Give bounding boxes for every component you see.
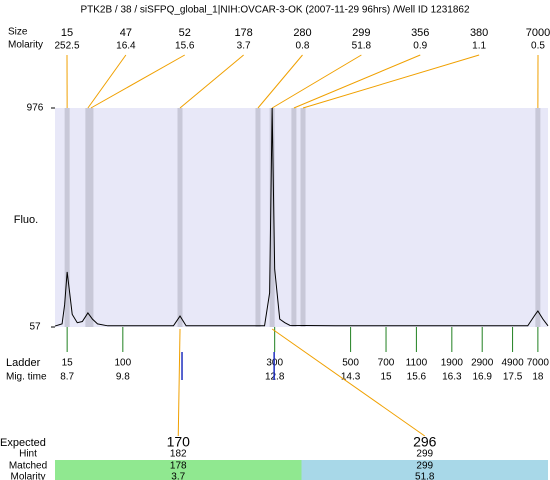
ladder-mig-time: 18 — [532, 372, 544, 383]
ladder-size: 2900 — [471, 358, 494, 369]
y-axis-label: Fluo. — [14, 214, 38, 226]
peak-molarity: 0.5 — [531, 41, 545, 52]
peak-band — [64, 108, 70, 327]
peak-molarity: 0.8 — [296, 41, 310, 52]
peak-size: 7000 — [526, 27, 550, 39]
expected-value: 170 — [167, 434, 191, 450]
peak-band — [535, 108, 541, 327]
ladder-size: 1100 — [406, 358, 428, 369]
peak-size: 15 — [61, 27, 73, 39]
matched-label: Matched — [9, 461, 47, 472]
expected-connector — [177, 328, 181, 437]
expected-value: 296 — [413, 434, 437, 450]
peak-molarity: 0.9 — [413, 41, 427, 52]
ladder-mig-time: 8.7 — [60, 372, 74, 383]
matched-value: 178 — [170, 461, 187, 472]
ladder-size: 7000 — [527, 358, 550, 369]
peak-molarity: 1.1 — [472, 41, 486, 52]
ladder-label: Ladder — [6, 357, 41, 369]
ladder-size: 100 — [114, 358, 131, 369]
hint-label: Hint — [19, 449, 37, 460]
ladder-mig-time: 9.8 — [116, 372, 130, 383]
expected-connector — [271, 328, 426, 437]
chart-title: PTK2B / 38 / siSFPQ_global_1|NIH:OVCAR-3… — [80, 5, 470, 16]
peak-molarity: 3.7 — [237, 41, 251, 52]
peak-connector — [87, 54, 127, 109]
matched-bar — [301, 460, 548, 480]
peak-band — [300, 108, 306, 327]
y-tick-label: 57 — [29, 322, 41, 333]
ladder-size: 700 — [378, 358, 395, 369]
peak-connector — [90, 54, 185, 109]
matched-value: 299 — [416, 461, 433, 472]
hint-value: 299 — [416, 449, 433, 460]
ladder-mig-time: 14.3 — [341, 372, 361, 383]
trace — [54, 107, 549, 327]
molarity-label: Molarity — [10, 472, 45, 480]
peak-size: 52 — [179, 27, 191, 39]
peak-connector — [179, 54, 244, 109]
peak-size: 380 — [470, 27, 488, 39]
peak-molarity: 51.8 — [352, 41, 372, 52]
ladder-size: 1900 — [441, 358, 464, 369]
peak-band — [88, 108, 94, 327]
peak-connector — [293, 54, 421, 109]
expected-label: Expected — [0, 437, 46, 449]
molarity-value: 3.7 — [171, 472, 185, 480]
peak-connector — [257, 54, 303, 109]
peak-band — [255, 108, 261, 327]
ladder-size: 500 — [342, 358, 359, 369]
molarity-value: 51.8 — [415, 472, 435, 480]
ladder-size: 4900 — [501, 358, 524, 369]
ladder-mig-time: 15.6 — [407, 372, 427, 383]
peak-band — [269, 108, 275, 327]
ladder-mig-time: 17.5 — [503, 372, 523, 383]
peak-size-label: Size — [8, 27, 28, 38]
peak-band — [291, 108, 297, 327]
peak-molarity: 15.6 — [175, 41, 195, 52]
peak-size: 356 — [411, 27, 429, 39]
peak-connector — [271, 54, 362, 109]
peak-connector — [302, 54, 480, 109]
peak-size: 280 — [293, 27, 311, 39]
peak-size: 299 — [352, 27, 370, 39]
hint-value: 182 — [170, 449, 187, 460]
peak-size: 47 — [120, 27, 132, 39]
mig-time-label: Mig. time — [6, 372, 47, 383]
ladder-size: 15 — [62, 358, 74, 369]
peak-band — [177, 108, 183, 327]
peak-molarity-label: Molarity — [8, 40, 43, 51]
peak-band — [85, 108, 91, 327]
ladder-mig-time: 16.3 — [442, 372, 462, 383]
y-tick-label: 976 — [27, 103, 44, 114]
peak-molarity: 16.4 — [116, 41, 136, 52]
matched-bar — [55, 460, 302, 480]
ladder-mig-time: 16.9 — [472, 372, 492, 383]
peak-molarity: 252.5 — [54, 41, 79, 52]
peak-size: 178 — [234, 27, 252, 39]
ladder-mig-time: 15 — [380, 372, 392, 383]
